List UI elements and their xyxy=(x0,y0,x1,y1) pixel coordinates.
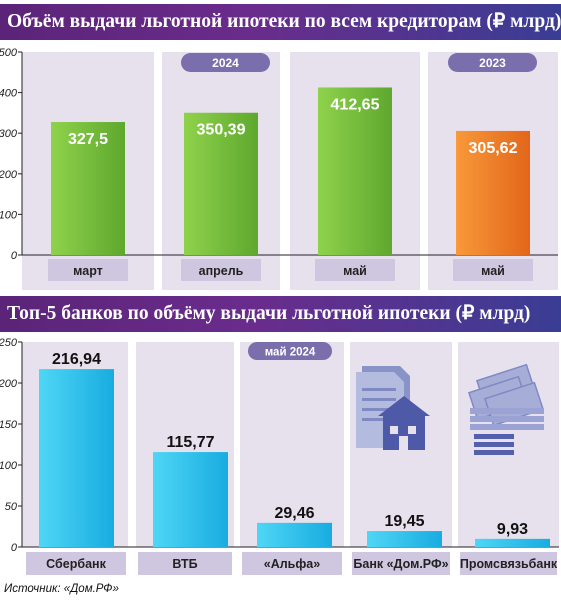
source-note: Источник: «Дом.РФ» xyxy=(4,583,119,595)
x-tick-label: ВТБ xyxy=(172,557,197,571)
group-pill-2 xyxy=(448,53,537,72)
data-label: 350,39 xyxy=(197,122,246,139)
y-tick-label: 200 xyxy=(0,378,18,390)
category-box xyxy=(181,259,261,281)
y-tick-label: 100 xyxy=(0,460,18,472)
data-label: 327,5 xyxy=(68,131,108,148)
panel-3 xyxy=(240,342,344,547)
group-pill-1 xyxy=(181,53,270,72)
category-box xyxy=(242,552,342,575)
data-label: 305,62 xyxy=(469,140,518,157)
bar xyxy=(456,130,530,255)
house-document-icon xyxy=(356,366,430,450)
category-box xyxy=(315,259,395,281)
bar xyxy=(39,369,114,547)
x-tick-label: Промсвязьбанк xyxy=(460,557,558,571)
y-tick-label: 0 xyxy=(11,542,18,554)
x-tick-label: «Альфа» xyxy=(264,557,320,571)
y-tick-label: 100 xyxy=(0,209,18,221)
y-tick-label: 300 xyxy=(0,128,18,140)
bar xyxy=(367,531,442,547)
category-box xyxy=(352,552,450,575)
chart-volume-by-month: 2024 2023 0 100 200 300 400 500 327,5 март 350,39 а… xyxy=(0,47,558,290)
group-label-1: 2024 xyxy=(212,56,239,70)
x-tick-label: май xyxy=(343,264,367,278)
y-tick-label: 250 xyxy=(0,337,18,349)
y-tick-label: 400 xyxy=(0,88,18,100)
y-tick-label: 50 xyxy=(5,501,18,513)
bar xyxy=(51,122,125,255)
data-label: 19,45 xyxy=(384,513,424,530)
data-label: 216,94 xyxy=(52,351,101,368)
bar xyxy=(153,452,228,547)
bar xyxy=(184,112,258,255)
group-label-2: 2023 xyxy=(479,56,506,70)
y-tick-label: 150 xyxy=(0,419,18,431)
subtitle-pill xyxy=(248,342,332,360)
category-box xyxy=(453,259,533,281)
bar xyxy=(475,538,550,547)
subtitle: май 2024 xyxy=(265,347,316,359)
category-box xyxy=(460,552,557,575)
bar xyxy=(318,87,392,255)
x-tick-label: Банк «Дом.РФ» xyxy=(353,557,448,571)
chart1-title: Объём выдачи льготной ипотеки по всем кр… xyxy=(0,4,561,40)
category-box xyxy=(138,552,232,575)
x-tick-label: Сбербанк xyxy=(46,557,106,571)
y-tick-label: 0 xyxy=(11,250,18,262)
data-label: 9,93 xyxy=(497,521,528,538)
y-tick-label: 500 xyxy=(0,47,18,59)
category-box xyxy=(26,552,126,575)
data-label: 412,65 xyxy=(331,96,380,113)
x-tick-label: март xyxy=(73,264,103,278)
chart2-category-row: Сбербанк ВТБ «Альфа» Банк «Дом.РФ» Промсвязь… xyxy=(26,552,558,575)
category-box xyxy=(48,259,128,281)
x-tick-label: май xyxy=(481,264,505,278)
data-label: 115,77 xyxy=(166,434,214,451)
x-tick-label: апрель xyxy=(199,264,244,278)
money-stack-icon xyxy=(468,363,544,455)
chart2-title: Топ-5 банков по объёму выдачи льготной и… xyxy=(0,296,561,332)
bar xyxy=(257,522,332,547)
chart-top5-banks: май 2024 0 50 100 150 200 250 216,94 115,77 29,46… xyxy=(0,337,559,554)
data-label: 29,46 xyxy=(274,505,314,522)
y-tick-label: 200 xyxy=(0,169,18,181)
